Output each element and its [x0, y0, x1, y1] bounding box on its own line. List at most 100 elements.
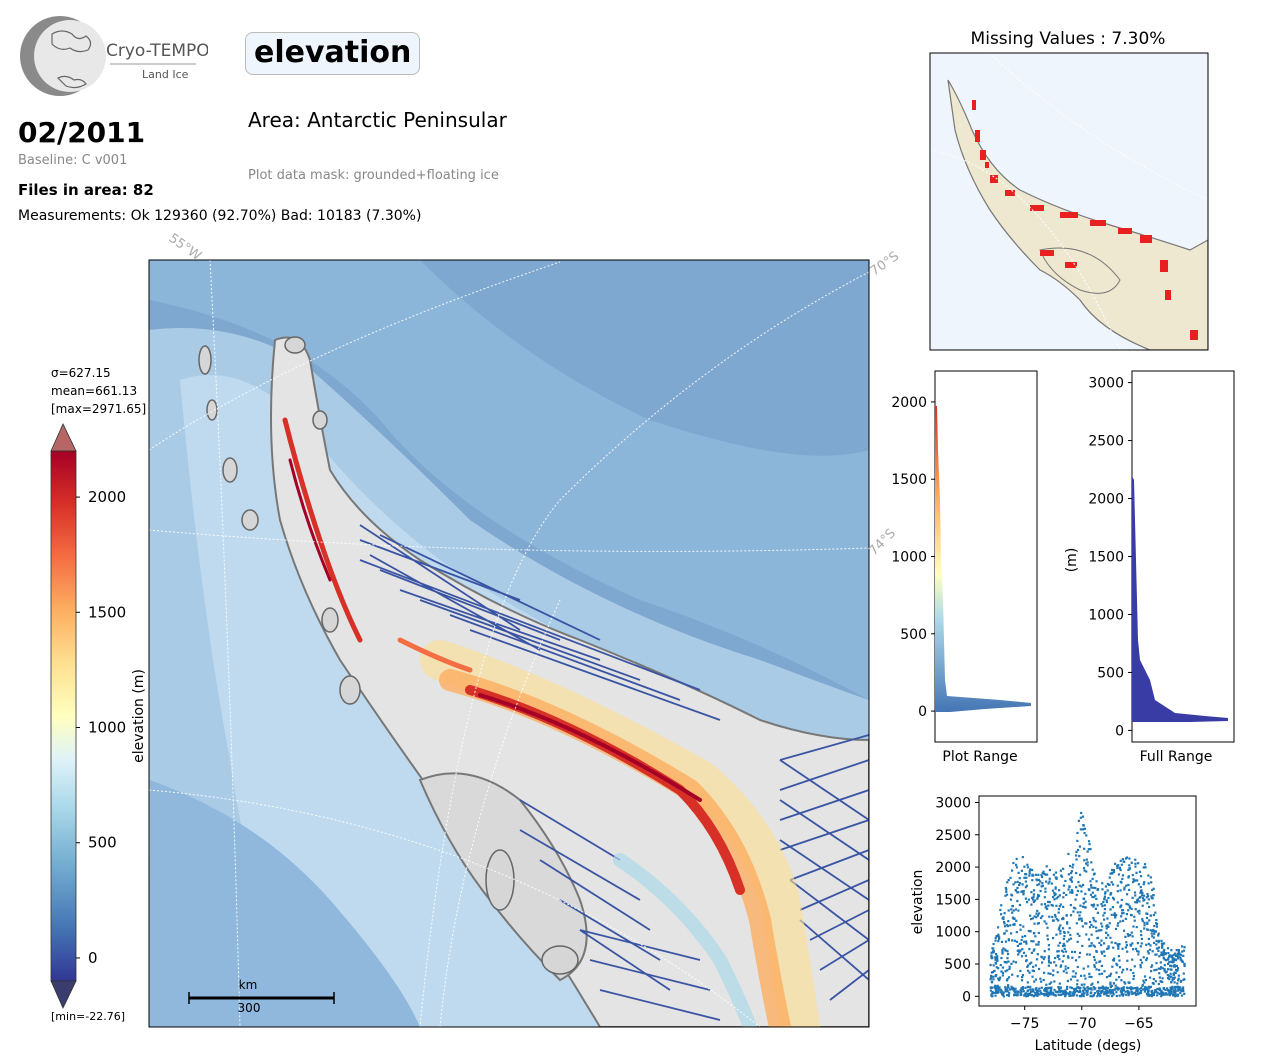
scatter-point: [1182, 954, 1185, 957]
scatter-point: [1046, 994, 1050, 998]
scatter-point: [1013, 989, 1016, 992]
scatter-point: [1092, 944, 1095, 947]
scatter-point: [1124, 946, 1127, 949]
scatter-point: [1157, 934, 1160, 937]
scatter-point: [1086, 993, 1089, 996]
scatter-point: [1018, 951, 1021, 954]
scatter-point: [1156, 987, 1159, 991]
scatter-point: [1177, 952, 1180, 955]
scatter-point: [1132, 977, 1135, 981]
scatter-point: [1174, 995, 1177, 998]
scatter-point: [1079, 995, 1082, 998]
scatter-point: [1069, 978, 1073, 981]
scatter-point: [1008, 967, 1011, 971]
scatter-point: [1051, 991, 1054, 994]
scatter-point: [1045, 907, 1049, 910]
scatter-point: [1062, 950, 1065, 953]
scatter-point: [1074, 959, 1078, 962]
scatter-point: [1001, 974, 1005, 977]
scatter-point: [1037, 943, 1040, 946]
scatter-point: [1120, 898, 1123, 902]
scatter-point: [1024, 897, 1027, 900]
scatter-point: [1039, 889, 1042, 893]
logo-title: Cryo-TEMPO: [106, 41, 208, 61]
scatter-point: [1030, 940, 1033, 943]
scatter-point: [1017, 871, 1020, 874]
scatter-point: [1048, 915, 1051, 918]
scatter-point: [1064, 950, 1068, 953]
scatter-point: [1086, 864, 1089, 867]
scatter-point: [1059, 989, 1062, 992]
scatter-point: [1043, 987, 1047, 990]
scatter-point: [1016, 949, 1019, 952]
scatter-point: [1170, 992, 1173, 995]
scatter-point: [1154, 980, 1157, 983]
scatter-point: [1053, 898, 1056, 901]
scatter-point: [1064, 968, 1067, 971]
scatter-point: [1069, 937, 1073, 940]
scatter-point: [1141, 988, 1145, 991]
scatter-point: [1120, 989, 1124, 993]
scatter-point: [1075, 922, 1078, 925]
scatter-point: [1160, 990, 1163, 993]
scatter-point: [1173, 964, 1176, 967]
scatter-point: [1166, 947, 1170, 950]
scatter-point: [1084, 906, 1087, 909]
scatter-point: [1141, 984, 1144, 988]
scatter-point: [1034, 935, 1037, 938]
scatter-point: [1089, 893, 1093, 896]
scatter-point: [1089, 944, 1092, 947]
scatter-plot: 0 500 1000 1500 2000 2500 3000 −75 −70 −65 Latitu…: [910, 795, 1197, 1054]
scatter-point: [1033, 980, 1036, 983]
scatter-point: [1051, 915, 1054, 919]
scatter-point: [997, 935, 1000, 938]
scatter-point: [1125, 913, 1129, 916]
hist-full-ticks: 0 500 1000 1500 2000 2500 3000: [1088, 376, 1132, 739]
scatter-point: [1112, 868, 1115, 872]
scatter-point: [1182, 972, 1185, 975]
scatter-point: [1085, 862, 1088, 865]
scatter-point: [1091, 891, 1094, 894]
scatter-point: [1080, 890, 1083, 893]
scatter-point: [1030, 903, 1033, 906]
scatter-point: [1057, 895, 1060, 898]
scatter-point: [1151, 992, 1154, 995]
scatter-points: [989, 811, 1186, 998]
scatter-point: [1149, 929, 1152, 932]
scatter-point: [1159, 961, 1162, 964]
scatter-point: [1176, 982, 1179, 985]
scatter-point: [1147, 985, 1151, 989]
scatter-point: [1001, 952, 1004, 955]
scatter-point: [994, 956, 997, 959]
scatter-point: [1174, 991, 1177, 994]
scatter-point: [1105, 994, 1108, 997]
scatter-point: [1115, 971, 1118, 974]
scatter-point: [1087, 848, 1090, 851]
scatter-point: [1096, 936, 1100, 939]
scatter-point: [1035, 916, 1038, 919]
scatter-point: [1087, 965, 1090, 968]
scatter-point: [1007, 878, 1010, 882]
scatter-point: [1100, 950, 1103, 953]
scatter-point: [1015, 889, 1018, 892]
scatter-point: [1083, 897, 1086, 901]
hist-plot-ticks: 0 500 1000 1500 2000: [891, 395, 935, 720]
scatter-point: [1140, 987, 1143, 990]
scatter-point: [1027, 964, 1030, 967]
scatter-point: [1091, 995, 1094, 998]
scatter-point: [1157, 932, 1160, 935]
scatter-point: [1164, 958, 1168, 962]
scatter-point: [1047, 959, 1051, 962]
scatter-point: [1008, 965, 1011, 968]
scatter-point: [1032, 940, 1035, 943]
scatter-point: [999, 908, 1002, 912]
scatter-point: [1052, 936, 1055, 940]
scatter-point: [1108, 922, 1111, 925]
scatter-point: [1106, 989, 1109, 993]
scatter-point: [1145, 992, 1149, 995]
scatter-point: [1104, 891, 1107, 894]
hist-full-range: 0 500 1000 1500 2000 2500 3000 (m) Full Range: [1064, 370, 1235, 765]
scatter-point: [1109, 981, 1112, 984]
scatter-ytick-label: 500: [944, 957, 971, 973]
scatter-point: [1069, 991, 1072, 994]
